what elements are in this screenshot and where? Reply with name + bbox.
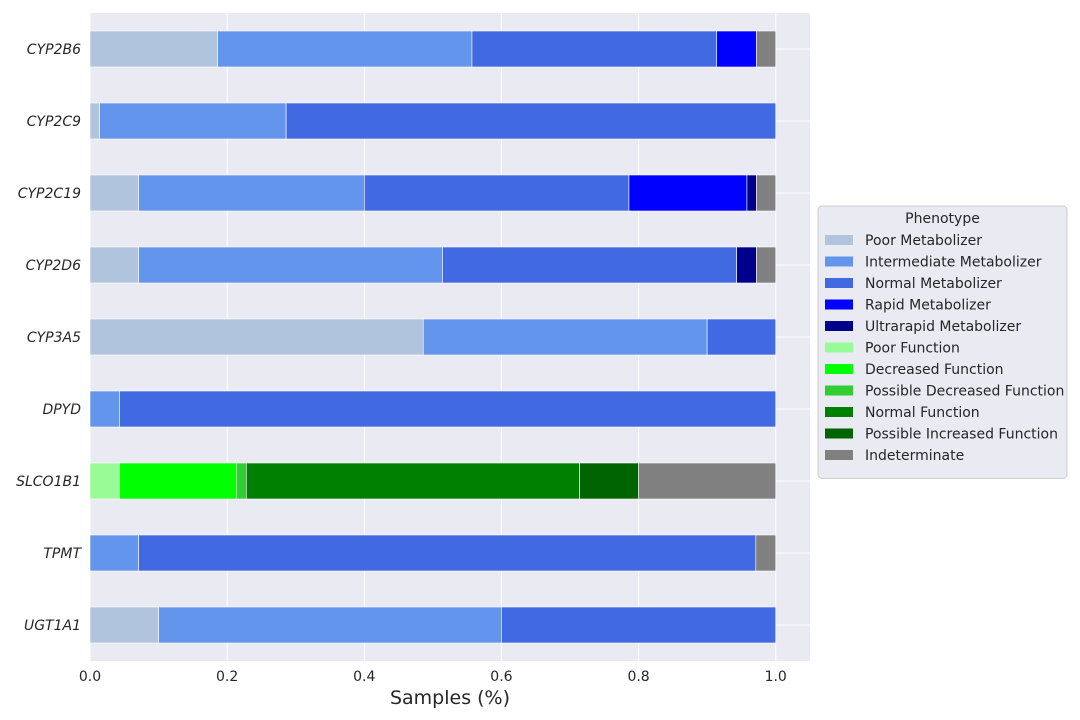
legend-swatch-decreased-function — [825, 364, 853, 374]
y-tick-label-tpmt: TPMT — [43, 546, 82, 562]
y-tick-label-cyp2c19: CYP2C19 — [18, 186, 81, 202]
bar-tpmt-indeterminate — [755, 534, 777, 572]
bar-cyp3a5-poor-metabolizer — [89, 318, 424, 356]
legend-label-poor-metabolizer: Poor Metabolizer — [865, 233, 982, 249]
legend-swatch-rapid-metabolizer — [825, 299, 853, 310]
x-tick-label: 1.0 — [765, 669, 787, 685]
bar-cyp2c19-indeterminate — [756, 174, 777, 212]
legend-label-possible-decreased-function: Possible Decreased Function — [865, 384, 1064, 400]
legend-label-ultrarapid-metabolizer: Ultrarapid Metabolizer — [865, 319, 1021, 335]
y-tick-label-cyp2d6: CYP2D6 — [26, 258, 81, 274]
legend-label-indeterminate: Indeterminate — [865, 448, 964, 464]
x-tick-label: 0.6 — [490, 669, 512, 685]
bar-cyp2c19-ultrarapid-metabolizer — [746, 174, 757, 212]
bar-dpyd-normal-metabolizer — [119, 390, 777, 428]
bar-ugt1a1-poor-metabolizer — [89, 606, 159, 644]
x-tick-label: 0.2 — [216, 669, 238, 685]
bar-slco1b1-possible-increased-function — [579, 462, 639, 500]
legend-label-intermediate-metabolizer: Intermediate Metabolizer — [865, 255, 1042, 271]
legend-label-possible-increased-function: Possible Increased Function — [865, 427, 1058, 443]
bar-slco1b1-possible-decreased-function — [236, 462, 247, 500]
legend-swatch-normal-function — [825, 407, 853, 417]
bar-cyp2d6-ultrarapid-metabolizer — [736, 246, 757, 284]
bar-ugt1a1-normal-metabolizer — [501, 606, 777, 644]
bar-cyp3a5-intermediate-metabolizer — [422, 318, 708, 356]
legend-title: Phenotype — [905, 211, 980, 227]
y-tick-label-cyp3a5: CYP3A5 — [27, 330, 81, 346]
legend-swatch-poor-function — [825, 342, 853, 353]
bar-cyp2b6-rapid-metabolizer — [716, 30, 757, 68]
bar-ugt1a1-intermediate-metabolizer — [158, 606, 502, 644]
bar-cyp2b6-intermediate-metabolizer — [217, 30, 473, 68]
bar-cyp2b6-poor-metabolizer — [89, 30, 218, 68]
legend-swatch-poor-metabolizer — [825, 235, 853, 245]
bar-cyp2c19-rapid-metabolizer — [628, 174, 748, 212]
y-tick-label-dpyd: DPYD — [42, 402, 81, 418]
x-tick-label: 0.4 — [353, 669, 375, 685]
bar-cyp2c19-normal-metabolizer — [363, 174, 630, 212]
legend-label-poor-function: Poor Function — [865, 341, 960, 357]
bar-slco1b1-poor-function — [89, 462, 120, 500]
legend-swatch-ultrarapid-metabolizer — [825, 321, 853, 331]
bar-cyp2d6-intermediate-metabolizer — [138, 246, 443, 284]
bar-cyp2b6-indeterminate — [756, 30, 777, 68]
bar-cyp2c19-intermediate-metabolizer — [138, 174, 365, 212]
x-tick-label: 0.0 — [79, 669, 101, 685]
legend-label-decreased-function: Decreased Function — [865, 362, 1004, 378]
bar-slco1b1-decreased-function — [119, 462, 238, 500]
legend-swatch-intermediate-metabolizer — [825, 256, 853, 267]
legend-label-normal-function: Normal Function — [865, 405, 980, 421]
x-tick-label: 0.8 — [627, 669, 649, 685]
x-axis-title: Samples (%) — [390, 687, 510, 709]
bar-tpmt-intermediate-metabolizer — [89, 534, 139, 572]
legend-swatch-possible-increased-function — [825, 428, 853, 439]
y-tick-label-cyp2b6: CYP2B6 — [27, 42, 81, 58]
bar-cyp2d6-poor-metabolizer — [89, 246, 139, 284]
legend-swatch-possible-decreased-function — [825, 385, 853, 396]
bar-cyp2c9-poor-metabolizer — [89, 102, 100, 140]
bar-cyp2d6-indeterminate — [756, 246, 777, 284]
bar-slco1b1-indeterminate — [638, 462, 777, 500]
legend-swatch-indeterminate — [825, 450, 853, 460]
bar-cyp2c9-intermediate-metabolizer — [99, 102, 287, 140]
legend-label-normal-metabolizer: Normal Metabolizer — [865, 276, 1002, 292]
bar-cyp2c9-normal-metabolizer — [285, 102, 777, 140]
bar-cyp2b6-normal-metabolizer — [471, 30, 718, 68]
y-tick-label-slco1b1: SLCO1B1 — [16, 474, 81, 490]
legend-box — [817, 205, 1068, 479]
bar-cyp2c19-poor-metabolizer — [89, 174, 139, 212]
bar-dpyd-intermediate-metabolizer — [89, 390, 120, 428]
y-tick-label-ugt1a1: UGT1A1 — [24, 618, 81, 634]
bar-cyp2d6-normal-metabolizer — [442, 246, 737, 284]
y-tick-label-cyp2c9: CYP2C9 — [27, 114, 81, 130]
legend-swatch-normal-metabolizer — [825, 278, 853, 288]
bar-slco1b1-normal-function — [246, 462, 580, 500]
bar-cyp3a5-normal-metabolizer — [706, 318, 777, 356]
bar-tpmt-normal-metabolizer — [138, 534, 757, 572]
legend-label-rapid-metabolizer: Rapid Metabolizer — [865, 298, 991, 314]
